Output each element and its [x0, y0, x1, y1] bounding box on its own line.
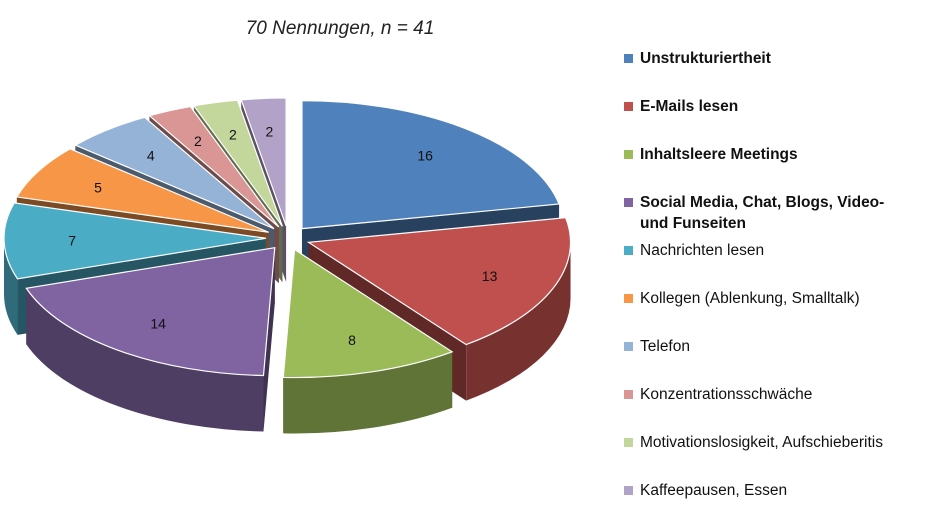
legend-swatch [624, 390, 633, 399]
legend-swatch [624, 102, 633, 111]
legend-label: E-Mails lesen [640, 98, 739, 115]
slice-top [282, 248, 454, 379]
slice-top [306, 217, 572, 346]
legend-swatch [624, 342, 633, 351]
slice-top [73, 116, 275, 230]
slice-side [4, 238, 18, 335]
legend-label: Inhaltsleere Meetings [640, 146, 798, 163]
legend-swatch [624, 246, 633, 255]
legend-swatch [624, 294, 633, 303]
legend-label: Telefon [640, 338, 690, 355]
data-label-e-mails-lesen: 13 [482, 268, 498, 284]
legend-item-nachrichten-lesen: Nachrichten lesen [624, 240, 910, 261]
legend-item-telefon: Telefon [624, 336, 910, 357]
slice-top [301, 100, 560, 230]
legend-label: Kollegen (Ablenkung, Smalltalk) [640, 290, 860, 307]
slice-side [283, 351, 453, 434]
legend-swatch [624, 486, 633, 495]
data-label-social-media-chat-blogs-video-und-funseiten: 14 [150, 315, 166, 331]
legend-item-inhaltsleere-meetings: Inhaltsleere Meetings [624, 144, 910, 165]
slice-top [15, 148, 269, 233]
data-label-motivationslosigkeit-aufschieberitis: 2 [229, 127, 237, 143]
legend-swatch [624, 198, 633, 207]
pie-slice-social-media-chat-blogs-video-und-funseiten [25, 246, 276, 432]
legend-label: Kaffeepausen, Essen [640, 482, 788, 499]
slice-side [26, 288, 264, 432]
legend-swatch [624, 54, 633, 63]
legend-item-social-media-chat-blogs-video-und-funseiten: Social Media, Chat, Blogs, Video- und Fu… [624, 192, 910, 234]
data-label-konzentrationsschwäche: 2 [194, 133, 202, 149]
legend-item-e-mails-lesen: E-Mails lesen [624, 96, 910, 117]
data-label-inhaltsleere-meetings: 8 [348, 332, 356, 348]
legend-label: Social Media, Chat, Blogs, Video- und Fu… [640, 194, 885, 232]
legend-label: Motivationslosigkeit, Aufschieberitis [640, 434, 883, 451]
legend-item-konzentrationsschwäche: Konzentrationsschwäche [624, 384, 910, 405]
data-label-nachrichten-lesen: 7 [68, 232, 76, 248]
legend-item-motivationslosigkeit-aufschieberitis: Motivationslosigkeit, Aufschieberitis [624, 432, 910, 453]
data-label-telefon: 4 [147, 148, 155, 164]
legend-item-kaffeepausen-essen: Kaffeepausen, Essen [624, 480, 910, 501]
legend-swatch [624, 150, 633, 159]
legend-label: Unstrukturiertheit [640, 50, 771, 67]
legend-item-kollegen-ablenkung-smalltalk: Kollegen (Ablenkung, Smalltalk) [624, 288, 910, 309]
data-label-kollegen-ablenkung-smalltalk: 5 [94, 179, 102, 195]
legend-label: Nachrichten lesen [640, 242, 765, 259]
chart-title: 70 Nennungen, n = 41 [245, 18, 435, 39]
data-label-unstrukturiertheit: 16 [417, 148, 433, 164]
data-label-kaffeepausen-essen: 2 [266, 124, 274, 140]
slice-top [240, 97, 287, 227]
slice-top [192, 99, 283, 227]
slice-top [148, 105, 280, 228]
slice-top [3, 202, 267, 280]
legend-label: Konzentrationsschwäche [640, 386, 813, 403]
legend-item-unstrukturiertheit: Unstrukturiertheit [624, 48, 910, 69]
slice-side [466, 242, 571, 401]
legend-swatch [624, 438, 633, 447]
slice-top [25, 246, 276, 377]
pie-slice-inhaltsleere-meetings [282, 248, 454, 434]
